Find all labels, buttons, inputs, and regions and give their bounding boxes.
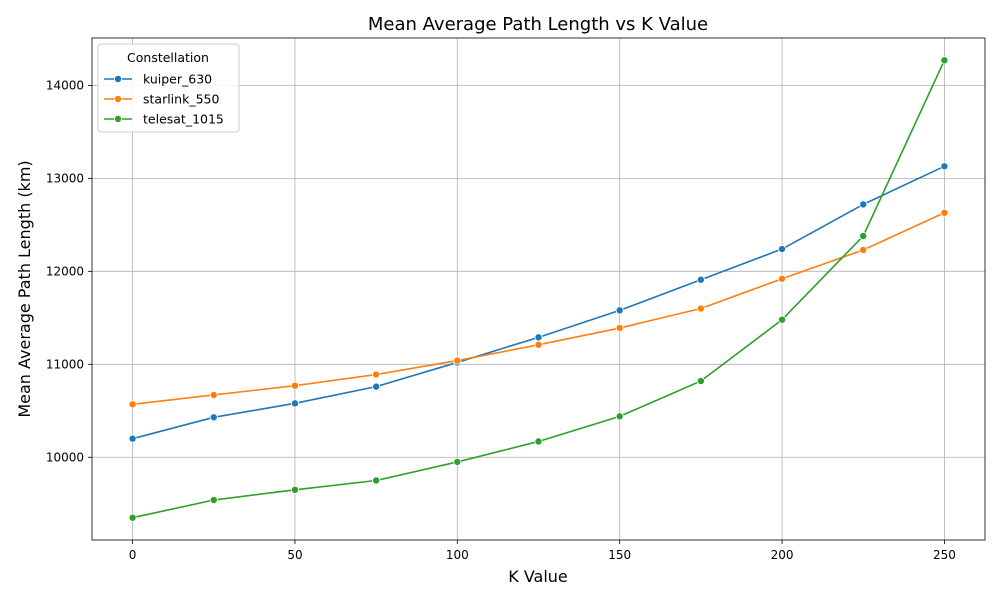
data-point xyxy=(940,56,949,65)
x-tick-label: 200 xyxy=(771,548,794,562)
y-tick-label: 10000 xyxy=(46,450,84,464)
legend-label: kuiper_630 xyxy=(143,72,212,87)
x-tick-label: 0 xyxy=(129,548,137,562)
data-point xyxy=(209,390,218,399)
axis-ticks: 0 50 100 150 200 250 10000 11000 12000 13000 14000 xyxy=(46,78,956,562)
data-point xyxy=(615,324,624,333)
data-point xyxy=(290,399,299,408)
legend-swatch-marker xyxy=(114,95,123,104)
data-point xyxy=(778,274,787,283)
x-tick-label: 50 xyxy=(287,548,302,562)
legend-box xyxy=(97,43,240,133)
data-point xyxy=(453,356,462,365)
data-point xyxy=(453,457,462,466)
data-point xyxy=(615,306,624,315)
data-point xyxy=(372,370,381,379)
series-telesat_1015 xyxy=(128,56,949,522)
series-lines xyxy=(128,56,949,522)
data-point xyxy=(209,496,218,505)
data-point xyxy=(372,476,381,485)
data-point xyxy=(290,381,299,390)
data-point xyxy=(696,377,705,386)
y-axis-title: Mean Average Path Length (km) xyxy=(15,160,34,417)
legend-label: starlink_550 xyxy=(143,92,219,107)
series-line xyxy=(132,59,946,519)
legend-title: Constellation xyxy=(127,50,209,65)
data-point xyxy=(534,340,543,349)
x-tick-label: 250 xyxy=(933,548,956,562)
legend-items: kuiper_630 starlink_550 telesat_1015 xyxy=(104,72,224,127)
data-point xyxy=(940,162,949,171)
y-tick-label: 14000 xyxy=(46,78,84,92)
data-point xyxy=(859,232,868,241)
legend-item: kuiper_630 xyxy=(104,72,212,87)
data-point xyxy=(372,382,381,391)
x-axis-title: K Value xyxy=(508,567,568,586)
data-point xyxy=(534,333,543,342)
chart-title: Mean Average Path Length vs K Value xyxy=(368,14,708,35)
y-tick-label: 12000 xyxy=(46,264,84,278)
data-point xyxy=(128,400,137,409)
legend-label: telesat_1015 xyxy=(143,112,224,127)
plot-area-frame xyxy=(91,37,986,541)
data-point xyxy=(778,245,787,254)
x-tick-label: 100 xyxy=(446,548,469,562)
data-point xyxy=(615,412,624,421)
data-point xyxy=(696,275,705,284)
legend-swatch-marker xyxy=(114,115,123,124)
legend-item: telesat_1015 xyxy=(104,112,224,127)
data-point xyxy=(209,413,218,422)
series-starlink_550 xyxy=(128,208,949,409)
data-point xyxy=(128,434,137,443)
series-kuiper_630 xyxy=(128,162,949,443)
gridlines xyxy=(92,38,985,540)
y-tick-label: 13000 xyxy=(46,171,84,185)
legend-swatch-marker xyxy=(114,75,123,84)
legend: Constellation kuiper_630 starlink_550tele… xyxy=(97,43,240,133)
series-line xyxy=(132,165,945,440)
data-point xyxy=(128,513,137,522)
data-point xyxy=(696,304,705,313)
data-point xyxy=(940,208,949,217)
data-point xyxy=(859,200,868,209)
data-point xyxy=(290,485,299,494)
data-point xyxy=(859,245,868,254)
x-tick-label: 150 xyxy=(608,548,631,562)
data-point xyxy=(778,315,787,324)
data-point xyxy=(534,437,543,446)
series-line xyxy=(132,212,945,406)
legend-item: starlink_550 xyxy=(104,92,219,107)
y-tick-label: 11000 xyxy=(46,357,84,371)
